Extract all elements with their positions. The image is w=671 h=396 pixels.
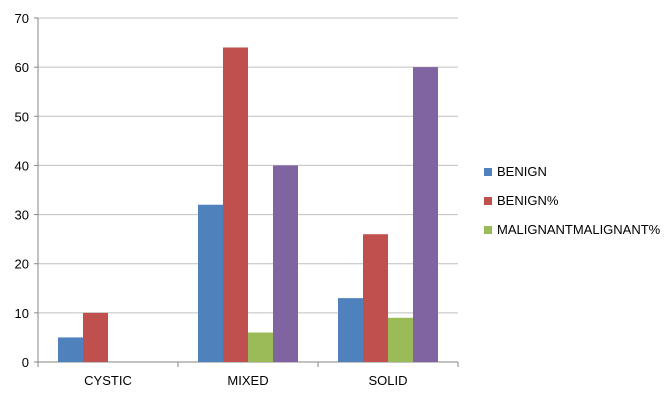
legend-swatch [484,197,492,205]
x-tick-label: SOLID [368,373,407,388]
legend-label: MALIGNANTMALIGNANT% [497,222,661,237]
x-tick-label: MIXED [227,373,268,388]
bar-mixed-series-3 [248,332,273,362]
bar-cystic-series-1 [58,337,83,362]
y-tick-label: 30 [15,208,29,223]
bar-solid-series-3 [388,317,413,362]
y-tick-label: 10 [15,306,29,321]
bar-solid-series-4 [413,67,438,363]
bars [58,47,438,363]
axes [34,17,459,367]
tick-labels: 0 10 20 30 40 50 60 70 CYSTIC MIXED SOLID [15,11,408,388]
bar-mixed-series-4 [273,165,298,362]
bar-cystic-series-2 [83,312,108,362]
legend-swatch [484,226,492,234]
bar-mixed-series-1 [198,204,223,362]
legend-label: BENIGN% [497,193,559,208]
legend: BENIGN BENIGN% MALIGNANTMALIGNANT% [484,164,661,237]
y-tick-label: 40 [15,158,29,173]
bar-solid-series-1 [338,298,363,362]
y-tick-label: 50 [15,109,29,124]
legend-label: BENIGN [497,164,547,179]
x-tick-label: CYSTIC [84,373,132,388]
legend-swatch [484,168,492,176]
y-tick-label: 20 [15,257,29,272]
y-tick-label: 0 [22,355,29,370]
y-tick-label: 70 [15,11,29,26]
y-tick-label: 60 [15,60,29,75]
bar-mixed-series-2 [223,47,248,362]
bar-solid-series-2 [363,234,388,362]
